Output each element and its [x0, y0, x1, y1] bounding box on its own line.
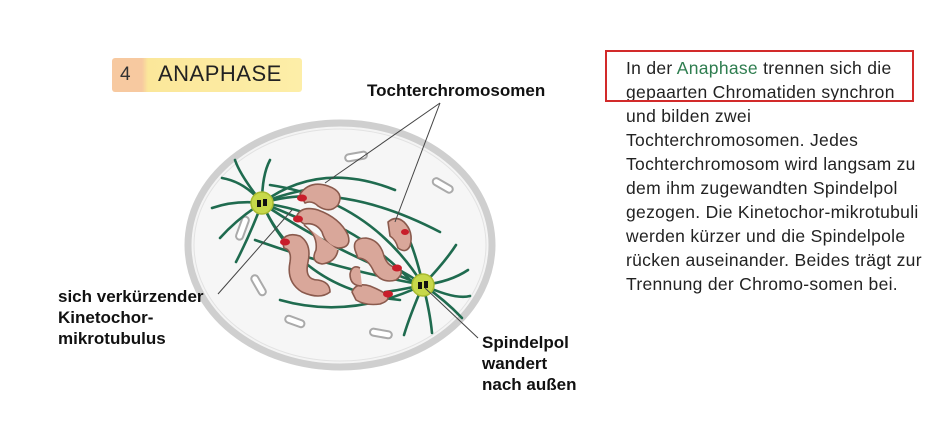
daughter-chromosomes-right: [349, 217, 412, 306]
phase-badge: 4 ANAPHASE: [112, 58, 302, 92]
label-daughter-chromosomes: Tochterchromosomen: [367, 81, 546, 100]
spindle-pole-left: [250, 191, 274, 215]
kinetochores: [280, 194, 409, 298]
phase-number: 4: [120, 64, 131, 85]
label-spindle-pole: Spindelpol wandert nach außen: [482, 333, 577, 394]
daughter-chromosomes-left: [281, 183, 350, 297]
description-prefix: In der: [626, 58, 677, 78]
vesicles: [235, 150, 454, 340]
description-text: In der Anaphase trennen sich die gepaart…: [626, 56, 926, 296]
spindle-pole-right: [411, 273, 435, 297]
description-keyword: Anaphase: [676, 58, 758, 78]
leader-lines: [217, 102, 479, 339]
description-body: trennen sich die gepaarten Chromatiden s…: [626, 58, 922, 294]
highlight-box: [605, 50, 914, 102]
label-kinetochore-microtubule: sich verkürzender Kinetochor- mikrotubul…: [58, 287, 204, 348]
phase-title: ANAPHASE: [158, 61, 282, 86]
